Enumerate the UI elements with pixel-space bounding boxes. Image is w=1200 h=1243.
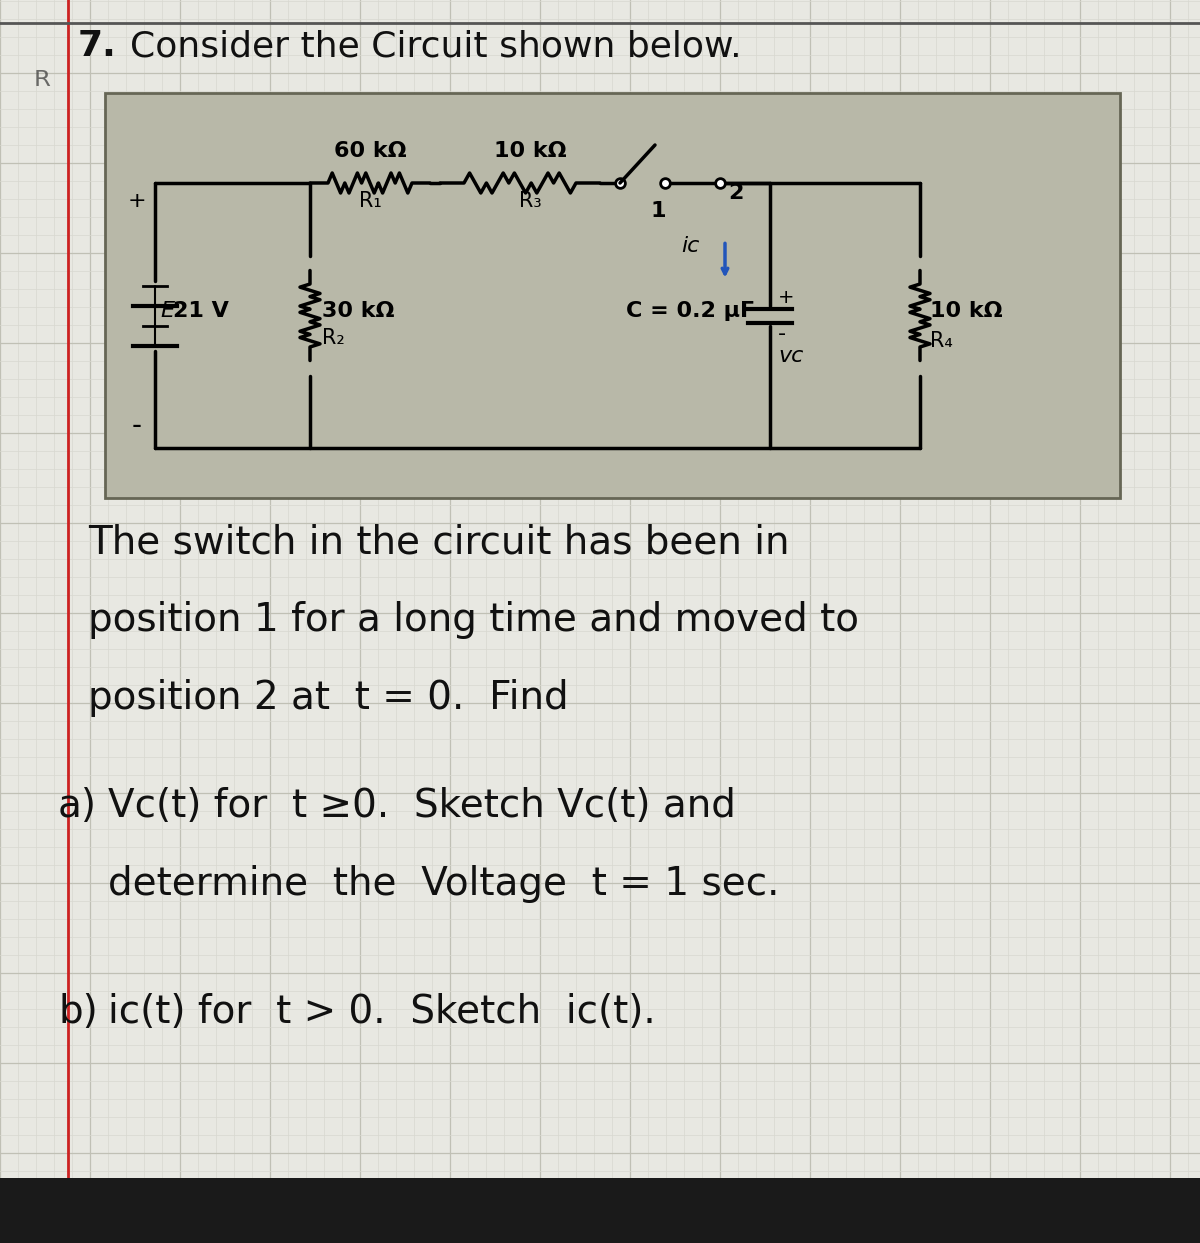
Text: determine  the  Voltage  t = 1 sec.: determine the Voltage t = 1 sec. [108,865,780,902]
Text: 30 kΩ: 30 kΩ [322,301,395,321]
Text: R₄: R₄ [930,331,953,351]
Bar [106,93,1120,498]
Text: -: - [778,323,786,343]
Text: b): b) [58,993,97,1030]
Text: E: E [160,301,174,321]
Text: R₁: R₁ [359,191,382,211]
Text: The switch in the circuit has been in: The switch in the circuit has been in [88,523,790,561]
Text: R₂: R₂ [322,327,344,348]
Text: 10 kΩ: 10 kΩ [493,140,566,162]
Text: 21 V: 21 V [173,301,229,321]
Text: 1: 1 [650,201,666,221]
Text: Consider the Circuit shown below.: Consider the Circuit shown below. [130,29,742,63]
Bar [0,1178,1200,1243]
Text: -: - [132,411,142,440]
Text: 60 kΩ: 60 kΩ [334,140,407,162]
Text: 10 kΩ: 10 kΩ [930,301,1003,321]
Text: position 2 at  t = 0.  Find: position 2 at t = 0. Find [88,679,569,717]
Text: 7.: 7. [78,29,116,63]
Text: Vc(t) for  t ≥0.  Sketch Vc(t) and: Vc(t) for t ≥0. Sketch Vc(t) and [108,787,736,825]
Text: ic: ic [682,235,700,256]
Text: position 1 for a long time and moved to: position 1 for a long time and moved to [88,602,859,639]
Text: a): a) [58,787,97,825]
Text: ic(t) for  t > 0.  Sketch  ic(t).: ic(t) for t > 0. Sketch ic(t). [108,993,655,1030]
Text: +: + [127,191,146,211]
Text: vc: vc [778,346,803,365]
Text: +: + [778,288,794,307]
Text: R₃: R₃ [518,191,541,211]
Text: ᴿ: ᴿ [34,70,50,107]
Text: C = 0.2 μF: C = 0.2 μF [626,301,755,321]
Text: 2: 2 [728,183,743,203]
